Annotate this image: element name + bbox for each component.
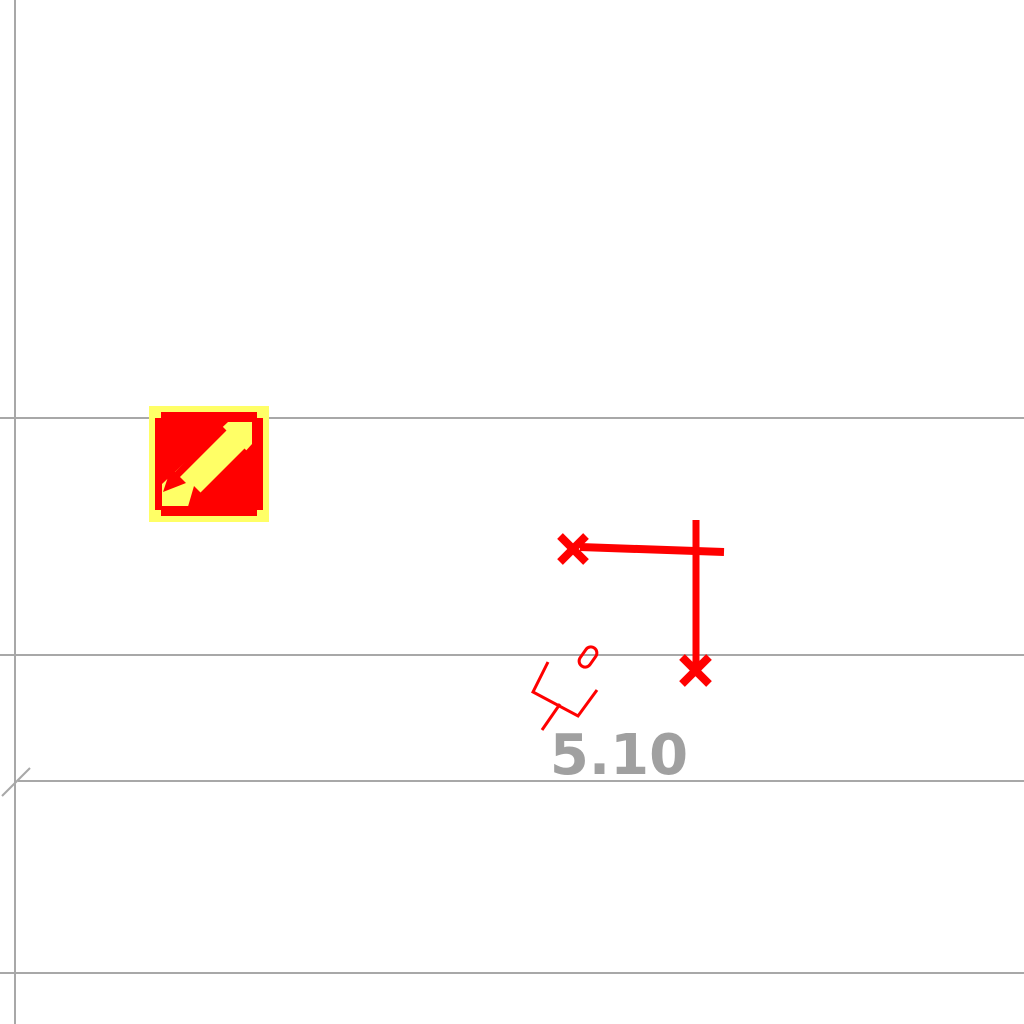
red-track-lines bbox=[579, 520, 725, 668]
track-horizontal bbox=[579, 543, 725, 556]
grid-line-diagonal bbox=[1, 767, 31, 797]
cross-marker-icon bbox=[679, 654, 712, 687]
map-label: 5.10 bbox=[550, 723, 688, 788]
small-red-symbol bbox=[531, 645, 599, 731]
cross-marker-icon bbox=[557, 533, 589, 565]
hazard-sign-icon[interactable] bbox=[149, 406, 269, 522]
